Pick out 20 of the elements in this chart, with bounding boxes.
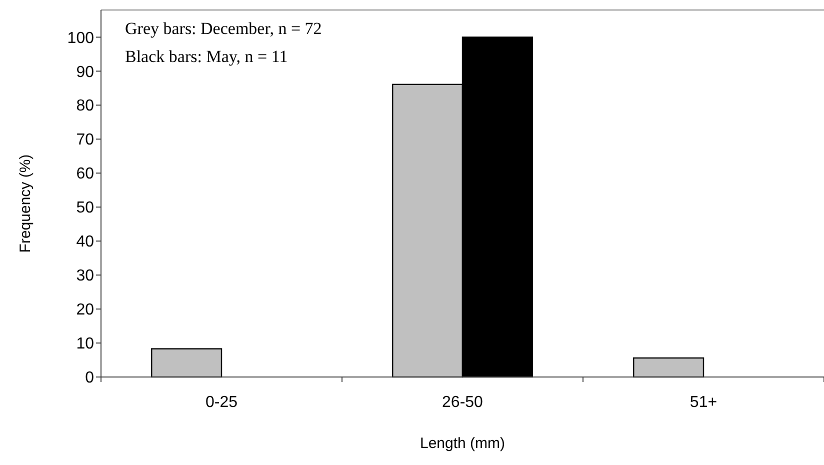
bar bbox=[151, 348, 222, 378]
y-tick-label: 30 bbox=[76, 268, 94, 285]
y-tick-label: 20 bbox=[76, 302, 94, 319]
y-tick-label: 70 bbox=[76, 132, 94, 149]
y-tick-label: 40 bbox=[76, 234, 94, 251]
annotation: Grey bars: December, n = 72 bbox=[125, 19, 322, 38]
y-tick-label: 10 bbox=[76, 336, 94, 353]
x-tick-label: 26-50 bbox=[442, 394, 484, 411]
y-tick-label: 100 bbox=[67, 30, 94, 47]
y-tick-label: 80 bbox=[76, 98, 94, 115]
y-axis-title: Frequency (%) bbox=[17, 154, 34, 253]
x-axis-title: Length (mm) bbox=[420, 435, 506, 452]
y-tick-label: 50 bbox=[76, 200, 94, 217]
y-tick-label: 60 bbox=[76, 166, 94, 183]
y-tick-label: 0 bbox=[85, 370, 94, 387]
x-tick-label: 0-25 bbox=[205, 394, 238, 411]
annotation: Black bars: May, n = 11 bbox=[125, 47, 288, 66]
bar bbox=[633, 357, 704, 378]
y-tick-label: 90 bbox=[76, 64, 94, 81]
x-tick-label: 51+ bbox=[690, 394, 718, 411]
